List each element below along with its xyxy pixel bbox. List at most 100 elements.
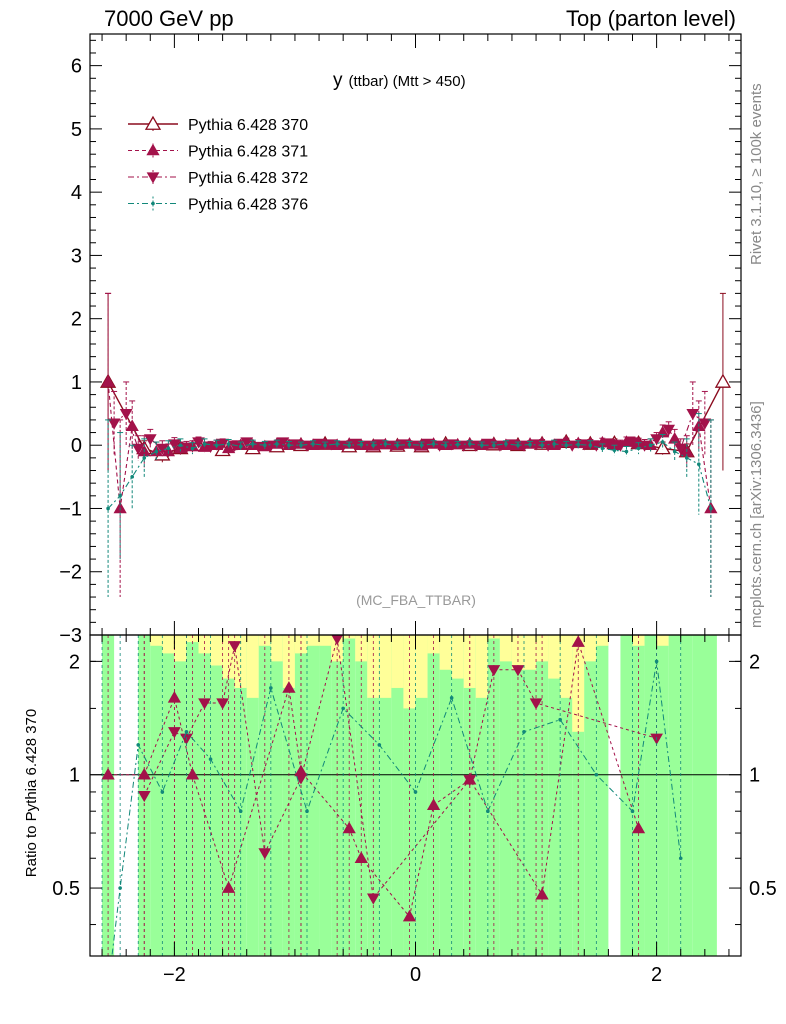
ratio-band-outer-10 (234, 635, 247, 956)
ratio-point-0-7 (342, 821, 356, 834)
main-point-3-24 (395, 443, 400, 448)
ratio-point-2-8 (305, 809, 309, 814)
main-point-3-23 (383, 442, 388, 446)
main-point-2-47 (674, 443, 688, 455)
main-point-3-43 (624, 449, 629, 454)
main-point-2-25 (409, 440, 422, 452)
main-point-3-22 (371, 443, 376, 448)
main-point-1-2 (125, 419, 139, 432)
main-point-3-47 (672, 449, 677, 454)
ratio-band-outer-44 (644, 635, 657, 956)
ratio-point-2-16 (594, 772, 599, 777)
ratio-band-outer-31 (487, 635, 500, 956)
main-point-3-4 (154, 449, 159, 454)
ratio-band-inner-22 (379, 635, 392, 698)
ratio-band-inner-6 (186, 635, 199, 643)
ratio-point-1-8 (331, 635, 343, 646)
main-point-3-39 (576, 442, 581, 447)
main-point-3-46 (660, 440, 665, 444)
ratio-band-inner-12 (258, 635, 271, 646)
main-point-1-10 (222, 441, 236, 454)
main-point-2-5 (168, 439, 181, 451)
ratio-band-inner-4 (162, 635, 175, 654)
main-point-2-23 (385, 440, 398, 452)
main-point-3-48 (684, 456, 689, 460)
ratio-point-1-5 (228, 641, 242, 653)
main-point-2-11 (240, 437, 254, 449)
ratio-band-outer-36 (548, 635, 561, 956)
ratio-band-outer-48 (692, 635, 717, 956)
main-point-3-31 (480, 443, 484, 448)
ratio-x-tick-label--2: −2 (163, 964, 186, 986)
ratio-point-2-17 (630, 809, 635, 814)
main-point-2-31 (481, 438, 495, 450)
ratio-y-tick-label-right-2: 2 (749, 651, 760, 673)
ratio-band-outer-20 (355, 635, 368, 956)
main-point-3-16 (299, 443, 303, 448)
ratio-point-2-14 (522, 730, 526, 734)
main-y-tick-label-5: 5 (71, 119, 82, 141)
ratio-band-inner-23 (391, 635, 404, 688)
main-point-3-42 (612, 448, 617, 453)
ratio-band-inner-40 (596, 635, 609, 646)
ratio-y-tick-label-right-1: 1 (749, 765, 760, 787)
main-point-3-34 (516, 443, 520, 448)
ratio-point-2-3 (160, 790, 165, 794)
ratio-band-outer-12 (258, 635, 271, 956)
main-point-3-36 (540, 443, 544, 448)
main-point-3-20 (347, 443, 351, 448)
ratio-band-outer-3 (150, 635, 163, 956)
ratio-y-tick-label-right-0.5: 0.5 (749, 878, 777, 900)
main-point-2-45 (650, 434, 663, 446)
ratio-band-inner-26 (427, 635, 440, 654)
main-point-2-29 (457, 440, 471, 452)
ratio-point-2-2 (136, 743, 141, 747)
main-point-0-23 (654, 440, 671, 455)
ratio-point-0-0 (101, 767, 115, 780)
main-point-2-44 (638, 440, 651, 452)
main-point-3-19 (335, 442, 339, 446)
ratio-band-outer-4 (162, 635, 175, 956)
main-point-3-38 (564, 443, 568, 448)
ratio-point-2-1 (118, 886, 122, 890)
main-point-3-21 (359, 442, 364, 447)
main-point-3-8 (202, 442, 207, 446)
main-point-3-12 (250, 442, 255, 446)
ratio-point-0-14 (631, 821, 646, 834)
ratio-point-2-9 (341, 706, 345, 711)
main-point-3-32 (492, 443, 496, 448)
plot-title-sub: (ttbar) (Mtt > 450) (349, 73, 466, 90)
main-point-3-3 (142, 456, 147, 460)
ratio-band-outer-8 (210, 635, 223, 956)
ratio-band-outer-6 (186, 635, 199, 956)
ratio-band-outer-37 (560, 635, 573, 956)
ratio-band-inner-17 (319, 635, 332, 646)
main-point-3-15 (287, 443, 291, 448)
main-point-2-36 (541, 440, 555, 452)
ratio-point-1-7 (294, 773, 308, 785)
main-point-2-38 (565, 440, 579, 452)
ratio-point-2-10 (377, 743, 382, 747)
ratio-band-outer-24 (403, 635, 416, 956)
main-point-2-15 (288, 439, 302, 451)
main-point-2-19 (336, 440, 350, 452)
ratio-band-inner-8 (210, 635, 223, 666)
ratio-point-1-0 (137, 790, 151, 803)
main-point-2-46 (662, 424, 676, 436)
ratio-band-outer-9 (222, 635, 235, 956)
ratio-point-2-7 (269, 686, 273, 690)
ratio-band-inner-30 (475, 635, 488, 698)
ratio-band-inner-7 (198, 635, 211, 654)
legend-marker-0 (144, 115, 162, 130)
ratio-band-outer-19 (343, 635, 356, 956)
main-y-tick-label-6: 6 (71, 56, 82, 78)
ratio-band-inner-36 (548, 635, 561, 679)
ratio-point-2-18 (654, 659, 659, 664)
main-point-2-30 (469, 440, 483, 452)
ratio-point-1-13 (529, 698, 543, 710)
ratio-band-inner-34 (524, 635, 537, 670)
main-y-tick-label--1: −1 (59, 498, 82, 520)
ratio-y-tick-label-left-0.5: 0.5 (52, 878, 80, 900)
main-point-2-21 (360, 440, 374, 452)
